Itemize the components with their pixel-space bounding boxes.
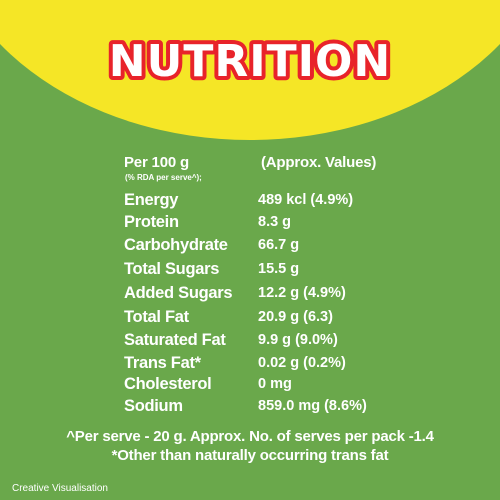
serve-footnote: ^Per serve - 20 g. Approx. No. of serves… (66, 428, 434, 445)
nutrient-name: Added Sugars (124, 284, 233, 302)
nutrient-row: Carbohydrate 66.7 g (0, 236, 500, 258)
nutrient-name: Total Sugars (124, 260, 220, 278)
nutrient-row: Added Sugars 12.2 g (4.9%) (0, 284, 500, 306)
nutrient-value: 66.7 g (258, 237, 300, 253)
nutrient-row: Saturated Fat 9.9 g (9.0%) (0, 331, 500, 353)
nutrient-value: 0.02 g (0.2%) (258, 355, 346, 371)
nutrient-value: 0 mg (258, 376, 292, 392)
nutrient-value: 15.5 g (258, 261, 300, 277)
nutrient-name: Protein (124, 213, 179, 231)
nutrient-name: Energy (124, 191, 179, 209)
nutrient-row: Protein 8.3 g (0, 213, 500, 235)
nutrient-value: 489 kcl (4.9%) (258, 192, 354, 208)
nutrient-value: 12.2 g (4.9%) (258, 285, 346, 301)
rda-note: (% RDA per serve^); (125, 173, 202, 182)
trans-fat-footnote: *Other than naturally occurring trans fa… (111, 447, 389, 464)
nutrient-row: Total Fat 20.9 g (6.3) (0, 308, 500, 330)
per-100g-label: Per 100 g (124, 154, 189, 171)
nutrient-value: 9.9 g (9.0%) (258, 332, 338, 348)
nutrient-row: Energy 489 kcl (4.9%) (0, 191, 500, 213)
nutrient-name: Total Fat (124, 308, 189, 326)
nutrient-value: 20.9 g (6.3) (258, 309, 333, 325)
approx-values-label: (Approx. Values) (261, 154, 377, 171)
nutrient-name: Trans Fat* (124, 354, 201, 372)
nutrient-value: 859.0 mg (8.6%) (258, 398, 367, 414)
nutrition-title: NUTRITION (0, 30, 500, 92)
nutrient-name: Saturated Fat (124, 331, 226, 349)
nutrient-row: Cholesterol 0 mg (0, 375, 500, 397)
creative-visualisation-credit: Creative Visualisation (12, 483, 108, 494)
nutrient-row: Trans Fat* 0.02 g (0.2%) (0, 354, 500, 376)
table-header: Per 100 g (% RDA per serve^); (Approx. V… (124, 154, 424, 188)
nutrient-name: Sodium (124, 397, 183, 415)
nutrient-name: Carbohydrate (124, 236, 228, 254)
nutrient-name: Cholesterol (124, 375, 212, 393)
title-text: NUTRITION (109, 36, 391, 87)
nutrient-row: Total Sugars 15.5 g (0, 260, 500, 282)
nutrient-value: 8.3 g (258, 214, 292, 230)
nutrient-row: Sodium 859.0 mg (8.6%) (0, 397, 500, 419)
